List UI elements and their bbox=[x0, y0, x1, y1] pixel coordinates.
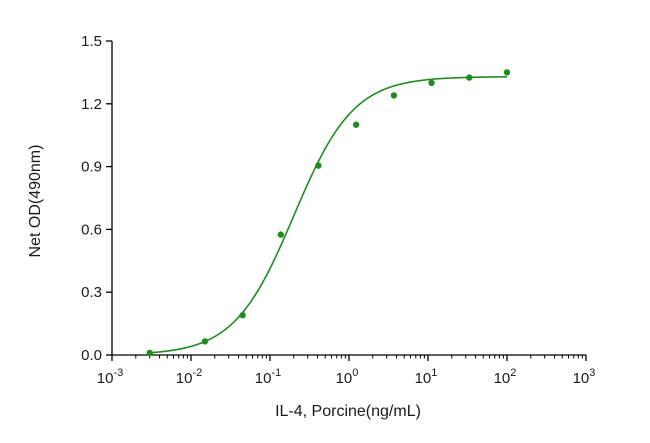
axes bbox=[111, 41, 586, 356]
x-tick-exponent: 2 bbox=[510, 367, 516, 379]
data-point bbox=[239, 312, 246, 319]
x-tick-label: 10-2 bbox=[176, 367, 202, 387]
x-axis-title: IL-4, Porcine(ng/mL) bbox=[275, 403, 421, 420]
data-point bbox=[277, 231, 285, 238]
fit-curve-group bbox=[149, 76, 508, 354]
tick-group: 0.00.30.60.91.21.510-3 10-2 10-1 100 101 102 1… bbox=[81, 33, 595, 387]
data-point bbox=[315, 162, 322, 169]
x-tick-label: 10-1 bbox=[255, 367, 281, 387]
y-tick-label: 0.0 bbox=[81, 347, 102, 364]
x-tick-exponent: 3 bbox=[589, 367, 595, 379]
y-tick-label: 1.5 bbox=[81, 33, 102, 50]
x-tick-base: 10 bbox=[255, 370, 272, 387]
x-tick-exponent: -3 bbox=[113, 367, 123, 379]
data-point bbox=[390, 92, 398, 99]
y-tick-label: 0.9 bbox=[81, 159, 102, 176]
y-tick-label: 0.3 bbox=[81, 284, 102, 301]
fit-curve bbox=[149, 76, 508, 354]
x-tick-base: 10 bbox=[573, 370, 590, 387]
data-point bbox=[466, 74, 473, 81]
x-tick-exponent: -2 bbox=[192, 367, 202, 379]
x-tick-exponent: -1 bbox=[271, 367, 281, 379]
x-tick-label: 100 bbox=[336, 367, 359, 387]
x-tick-exponent: 1 bbox=[431, 367, 437, 379]
data-point bbox=[146, 349, 153, 357]
x-tick-label: 103 bbox=[573, 367, 596, 387]
x-tick-base: 10 bbox=[336, 370, 353, 387]
x-tick-base: 10 bbox=[494, 370, 511, 387]
x-tick-label: 10-3 bbox=[97, 367, 123, 387]
x-tick-exponent: 0 bbox=[352, 367, 358, 379]
x-tick-label: 102 bbox=[494, 367, 517, 387]
y-tick-label: 0.6 bbox=[81, 221, 102, 238]
data-point bbox=[503, 69, 511, 76]
data-points-group bbox=[146, 69, 511, 357]
y-axis-title: Net OD(490nm) bbox=[27, 145, 44, 258]
x-tick-base: 10 bbox=[415, 370, 432, 387]
data-point bbox=[428, 79, 435, 87]
x-tick-base: 10 bbox=[97, 370, 114, 387]
y-tick-label: 1.2 bbox=[81, 96, 102, 113]
x-tick-base: 10 bbox=[176, 370, 193, 387]
data-point bbox=[352, 121, 360, 128]
data-point bbox=[201, 338, 209, 345]
x-tick-label: 101 bbox=[415, 367, 438, 387]
